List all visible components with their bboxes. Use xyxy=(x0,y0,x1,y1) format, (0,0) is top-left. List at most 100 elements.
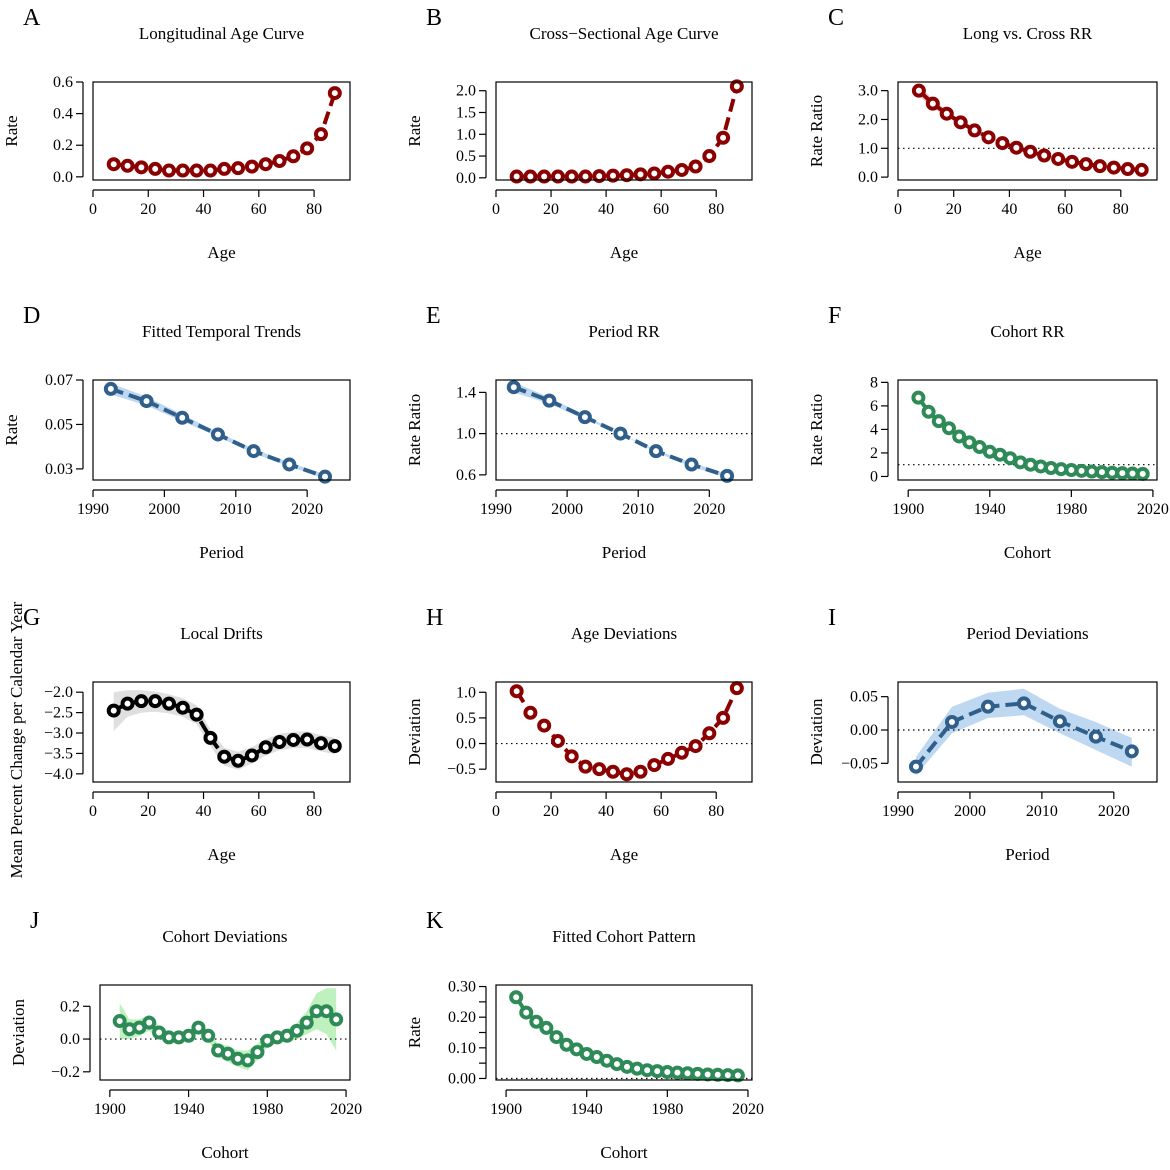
x-tick-label: 2010 xyxy=(220,501,252,518)
y-tick-label: 1.4 xyxy=(456,384,476,401)
data-point xyxy=(523,169,538,184)
y-tick-label: 0.10 xyxy=(448,1040,476,1057)
plot-frame xyxy=(897,379,1158,481)
x-tick-label: 1940 xyxy=(571,1101,603,1118)
x-tick-label: 80 xyxy=(306,201,322,218)
x-tick-label: 20 xyxy=(946,201,962,218)
data-point xyxy=(112,1014,127,1029)
data-point xyxy=(286,732,301,747)
x-tick-label: 60 xyxy=(653,201,669,218)
data-point xyxy=(272,154,287,169)
plot-frame xyxy=(495,81,753,181)
data-point xyxy=(509,990,524,1005)
panel-letter: G xyxy=(23,605,40,631)
data-point xyxy=(189,163,204,178)
data-point xyxy=(674,162,689,177)
x-tick-label: 2010 xyxy=(1026,803,1058,820)
data-point xyxy=(148,161,163,176)
data-point xyxy=(142,1015,157,1030)
data-point xyxy=(939,106,954,121)
panel-g: G Local Drifts 0 20 40 60 80 Age −4.0 −3.5 −3.0 −2.… xyxy=(7,601,351,878)
x-tick-label: 2020 xyxy=(1137,501,1169,518)
data-point xyxy=(246,444,261,459)
panel-title: Period RR xyxy=(588,322,660,341)
y-tick-label: −0.5 xyxy=(447,761,476,778)
data-point xyxy=(967,123,982,138)
x-axis-label: Age xyxy=(610,243,638,262)
y-tick-label: 0.0 xyxy=(456,736,476,753)
data-point xyxy=(210,427,225,442)
data-point xyxy=(258,740,273,755)
data-point xyxy=(564,749,579,764)
data-point xyxy=(523,705,538,720)
x-tick-label: 1990 xyxy=(882,803,914,820)
y-tick-label: −3.0 xyxy=(44,725,73,742)
x-tick-label: 2020 xyxy=(693,501,725,518)
data-point xyxy=(258,157,273,172)
x-tick-label: 40 xyxy=(598,803,614,820)
x-tick-label: 0 xyxy=(492,201,500,218)
panel-title: Fitted Cohort Pattern xyxy=(552,927,696,946)
y-axis-label: Rate Ratio xyxy=(807,394,826,466)
y-axis-label: Rate xyxy=(405,1017,424,1048)
data-point xyxy=(1051,151,1066,166)
y-tick-label: −3.5 xyxy=(44,745,73,762)
x-tick-label: 60 xyxy=(251,201,267,218)
data-point xyxy=(953,115,968,130)
y-tick-label: 6 xyxy=(870,398,878,415)
data-point xyxy=(944,715,959,729)
data-point xyxy=(318,469,333,484)
y-tick-label: −0.2 xyxy=(51,1064,80,1081)
confidence-band xyxy=(513,382,728,478)
x-tick-label: 0 xyxy=(89,201,97,218)
x-tick-label: 80 xyxy=(306,803,322,820)
data-point xyxy=(688,739,703,754)
data-point xyxy=(148,694,163,709)
data-point xyxy=(506,380,521,395)
data-point xyxy=(972,440,987,455)
x-tick-label: 80 xyxy=(1113,201,1129,218)
y-axis-label: Deviation xyxy=(405,698,424,766)
panel-letter: A xyxy=(23,5,41,31)
panel-h: H Age Deviations 0 20 40 60 80 Age −0.5 0.0 0.5 1.0… xyxy=(405,605,753,864)
y-tick-label: 0.6 xyxy=(53,74,73,91)
data-point xyxy=(300,141,315,156)
y-axis-label: Rate xyxy=(405,115,424,146)
x-tick-label: 2000 xyxy=(148,501,180,518)
data-point xyxy=(181,1028,196,1043)
plot-frame xyxy=(92,81,351,181)
data-point xyxy=(1135,466,1150,481)
y-tick-label: 0.05 xyxy=(45,416,73,433)
plot-frame xyxy=(92,681,351,783)
panel-letter: F xyxy=(828,303,841,329)
x-tick-label: 0 xyxy=(492,803,500,820)
data-point xyxy=(203,730,218,745)
y-axis-label: Mean Percent Change per Calendar Year xyxy=(7,601,26,878)
y-axis-label: Rate Ratio xyxy=(405,394,424,466)
plot-frame xyxy=(897,81,1158,181)
data-point xyxy=(134,160,149,175)
x-tick-label: 1940 xyxy=(173,1101,205,1118)
panel-title: Cohort Deviations xyxy=(162,927,287,946)
y-tick-label: 0.00 xyxy=(850,722,878,739)
plot-frame xyxy=(495,379,753,481)
data-point xyxy=(542,393,557,408)
data-point xyxy=(282,457,297,472)
data-point xyxy=(537,169,552,184)
x-axis-label: Age xyxy=(207,243,235,262)
data-point xyxy=(619,767,634,782)
x-tick-label: 2000 xyxy=(954,803,986,820)
data-point xyxy=(1009,140,1024,155)
data-point xyxy=(231,161,246,176)
data-point xyxy=(592,762,607,777)
x-tick-label: 1900 xyxy=(490,1101,522,1118)
plot-frame xyxy=(897,681,1158,783)
x-tick-label: 0 xyxy=(894,201,902,218)
x-tick-label: 60 xyxy=(653,803,669,820)
y-tick-label: 1.0 xyxy=(456,126,476,143)
panel-letter: E xyxy=(426,303,441,329)
data-point xyxy=(702,726,717,741)
y-axis-label: Deviation xyxy=(807,698,826,766)
data-point xyxy=(244,159,259,174)
y-tick-label: 0.0 xyxy=(858,169,878,186)
